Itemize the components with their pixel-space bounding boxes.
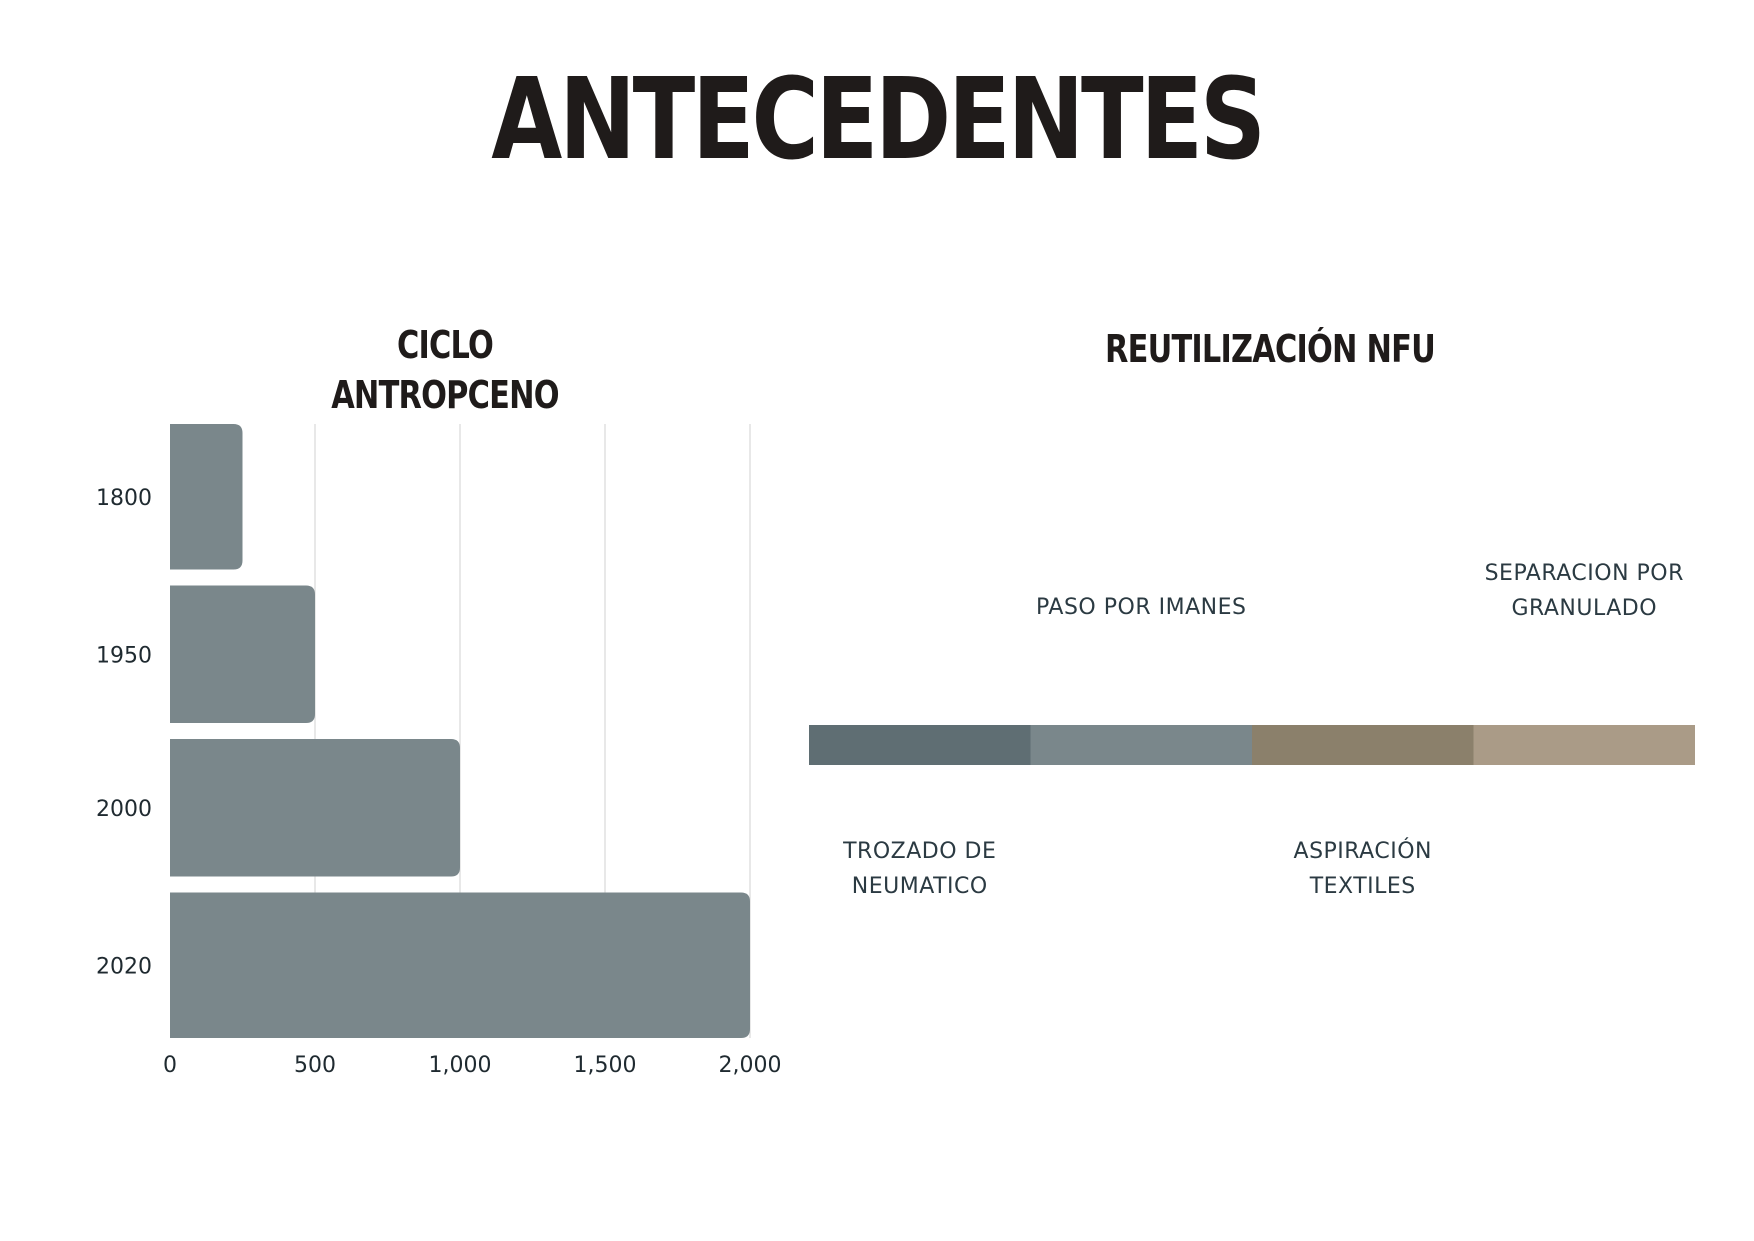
process-step-label: SEPARACION POR GRANULADO: [1484, 561, 1684, 621]
category-label: 1950: [96, 643, 152, 668]
process-step-label: TROZADO DE NEUMATICO: [843, 839, 997, 899]
category-label: 2020: [96, 954, 152, 979]
process-segment: [1030, 725, 1252, 765]
process-segment: [809, 725, 1031, 765]
process-segment: [1473, 725, 1695, 765]
bar-2020: [170, 892, 750, 1038]
x-tick-label: 1,000: [429, 1053, 492, 1078]
category-label: 1800: [96, 486, 152, 511]
process-segment: [1252, 725, 1474, 765]
bar-1950: [170, 585, 315, 723]
bar-1800: [170, 424, 243, 570]
page-title: ANTECEDENTES: [491, 55, 1266, 185]
process-step-label: PASO POR IMANES: [1036, 595, 1247, 620]
category-label: 2000: [96, 797, 152, 822]
process-step-label: ASPIRACIÓN TEXTILES: [1293, 839, 1432, 899]
process-title: REUTILIZACIÓN NFU: [1105, 327, 1436, 371]
chart-title: CICLO ANTROPCENO: [331, 323, 559, 417]
x-tick-label: 1,500: [574, 1053, 637, 1078]
x-tick-label: 0: [163, 1053, 177, 1078]
bar-2000: [170, 739, 460, 877]
x-tick-label: 2,000: [719, 1053, 782, 1078]
x-tick-label: 500: [294, 1053, 336, 1078]
